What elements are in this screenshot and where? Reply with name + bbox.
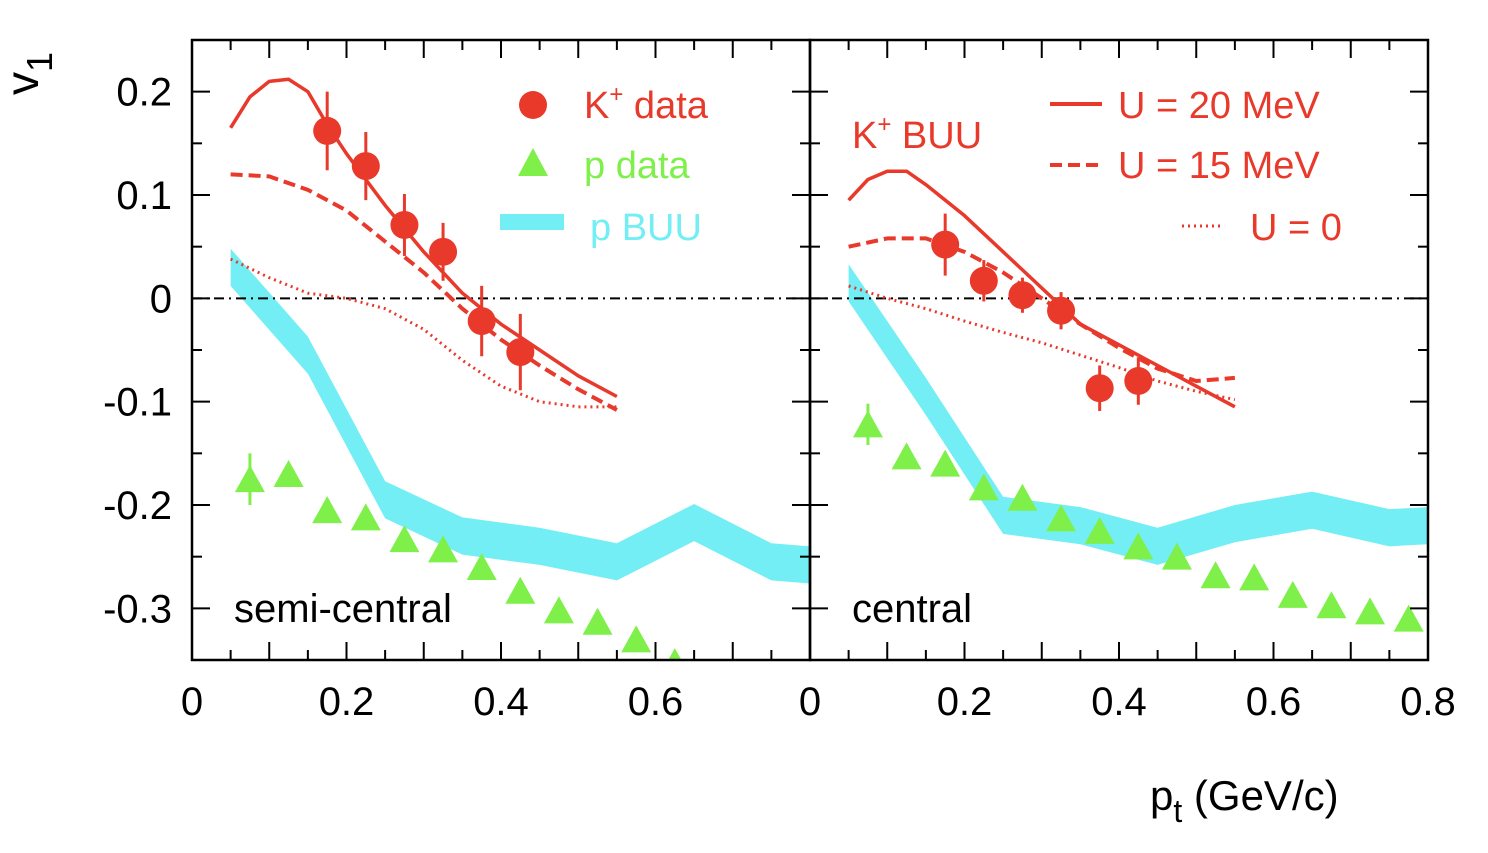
- kaon-data-point: [429, 237, 458, 266]
- x-tick-label: 0.6: [628, 680, 684, 724]
- legend-u15-label: U = 15 MeV: [1118, 145, 1320, 187]
- x-tick-label: 0.4: [1091, 680, 1147, 724]
- x-axis-label: pt (GeV/c): [1150, 772, 1339, 829]
- legend-right: K+ BUU U = 20 MeV U = 15 MeV U = 0: [852, 85, 1342, 249]
- p-buu-band: [230, 248, 810, 584]
- legend-u0-label: U = 0: [1250, 207, 1342, 249]
- kaon-data-point: [1124, 367, 1153, 395]
- y-tick-label: 0.2: [116, 71, 172, 115]
- k-buu-u0-curve: [848, 284, 1236, 402]
- legend-p-buu-label: p BUU: [590, 207, 702, 249]
- proton-data-point: [1123, 532, 1154, 560]
- proton-data-point: [505, 576, 536, 604]
- legend-left: K+ data p data p BUU: [500, 81, 709, 249]
- proton-data-point: [1393, 604, 1424, 632]
- proton-data-point: [891, 442, 922, 470]
- panel-1-markers: [852, 213, 1424, 632]
- kaon-data-point: [506, 338, 535, 367]
- kaon-data-point: [390, 210, 419, 239]
- proton-data-point: [1239, 563, 1270, 591]
- proton-data-point: [668, 648, 682, 660]
- proton-data-point: [466, 553, 497, 580]
- proton-data-point: [389, 525, 420, 553]
- y-tick-label: -0.1: [103, 381, 172, 425]
- kaon-data-point: [1008, 281, 1037, 310]
- proton-data-point: [428, 535, 459, 563]
- proton-data-point: [1355, 597, 1386, 625]
- proton-data-point: [350, 503, 381, 531]
- proton-data-point: [621, 625, 652, 653]
- kaon-data-point: [931, 230, 960, 259]
- proton-data-point: [234, 465, 265, 493]
- legend-p-data-marker: [518, 148, 548, 176]
- legend-p-data-label: p data: [584, 145, 691, 187]
- k-buu-u20-curve: [847, 169, 1236, 409]
- kaon-data-point: [467, 307, 496, 336]
- proton-data-point: [1200, 561, 1231, 589]
- proton-data-point: [273, 460, 304, 487]
- panel-0-bands: [230, 248, 810, 584]
- kaon-data-point: [313, 116, 342, 145]
- panel-1-bands: [848, 264, 1428, 565]
- x-tick-label: 0.6: [1246, 680, 1302, 724]
- kaon-data-point: [351, 152, 380, 181]
- legend-kaon-data-marker: [519, 91, 547, 119]
- panel-1-lines: [810, 169, 1428, 409]
- x-tick-label: 0.8: [1400, 680, 1456, 724]
- kaon-data-point: [1047, 296, 1076, 325]
- panel-0-frame: [190, 38, 812, 662]
- kaon-data-point: [1085, 374, 1114, 403]
- legend-kaon-data-label: K+ data: [584, 81, 709, 127]
- proton-data-point: [1046, 504, 1077, 532]
- kaon-data-point: [969, 266, 998, 295]
- p-buu-band: [848, 264, 1428, 565]
- k-buu-u15-curve: [848, 236, 1236, 383]
- x-tick-label: 0: [799, 680, 821, 724]
- legend-u20-label: U = 20 MeV: [1118, 85, 1320, 127]
- proton-data-point: [1007, 483, 1038, 511]
- k-buu-u15-curve: [230, 172, 618, 412]
- y-tick-label: -0.2: [103, 484, 172, 528]
- y-tick-label: 0: [150, 277, 172, 321]
- proton-data-point: [968, 473, 999, 501]
- legend-k-buu-title: K+ BUU: [852, 111, 982, 157]
- proton-data-point: [930, 449, 961, 477]
- proton-data-point: [852, 410, 883, 438]
- proton-data-point: [1084, 516, 1115, 544]
- proton-data-point: [582, 607, 613, 635]
- proton-data-point: [1161, 542, 1192, 570]
- panel-label-semi-central: semi-central: [234, 587, 452, 631]
- y-tick-label: -0.3: [103, 587, 172, 631]
- x-tick-label: 0.4: [473, 680, 529, 724]
- proton-data-point: [1316, 591, 1347, 619]
- legend-p-buu-swatch: [500, 214, 564, 230]
- panel-0-markers: [234, 91, 682, 660]
- x-tick-label: 0: [181, 680, 203, 724]
- proton-data-point: [312, 496, 343, 524]
- panel-0-lines: [192, 77, 810, 412]
- x-tick-label: 0.2: [319, 680, 375, 724]
- y-tick-label: 0.1: [116, 174, 172, 218]
- x-tick-label: 0.2: [937, 680, 993, 724]
- panel-label-central: central: [852, 587, 972, 631]
- y-axis-label: v1: [0, 52, 60, 95]
- proton-data-point: [543, 596, 574, 624]
- proton-data-point: [1277, 580, 1308, 608]
